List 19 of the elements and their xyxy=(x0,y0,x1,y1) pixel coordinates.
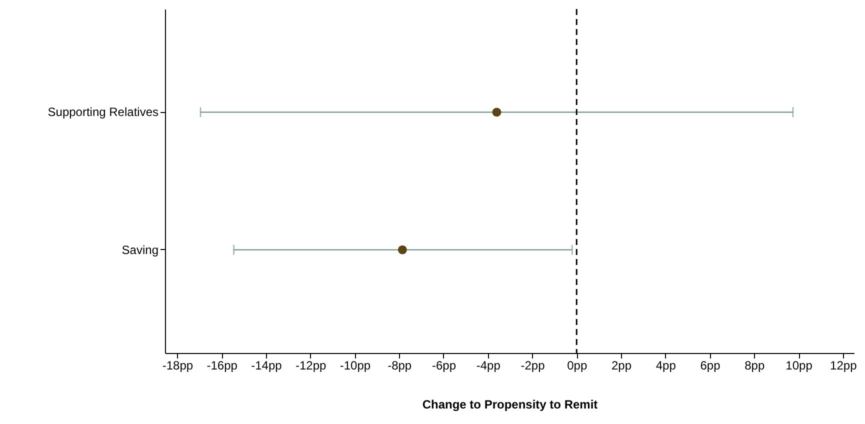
x-tick-label: 10pp xyxy=(786,358,813,372)
x-tick-label: 4pp xyxy=(656,358,676,372)
x-tick-label: -4pp xyxy=(476,358,501,372)
x-tick-label: -6pp xyxy=(432,358,456,372)
x-axis-title: Change to Propensity to Remit xyxy=(422,398,598,412)
x-tick-label: 6pp xyxy=(700,358,721,372)
x-tick-label: -12pp xyxy=(295,358,327,372)
y-tick-label: Supporting Relatives xyxy=(48,105,158,120)
x-tick-label: -2pp xyxy=(520,358,546,372)
x-tick-label: -16pp xyxy=(206,358,238,372)
x-tick-label: -8pp xyxy=(388,358,412,372)
y-tick-label: Saving xyxy=(122,242,158,257)
x-tick-label: 2pp xyxy=(611,358,632,372)
x-tick-label: 0pp xyxy=(567,358,588,372)
x-tick-label: -18pp xyxy=(162,358,194,372)
x-tick-label: -14pp xyxy=(251,358,282,372)
x-tick-label: 8pp xyxy=(744,358,765,372)
x-tick-label: -10pp xyxy=(340,358,371,372)
x-tick-label: 12pp xyxy=(830,358,858,372)
